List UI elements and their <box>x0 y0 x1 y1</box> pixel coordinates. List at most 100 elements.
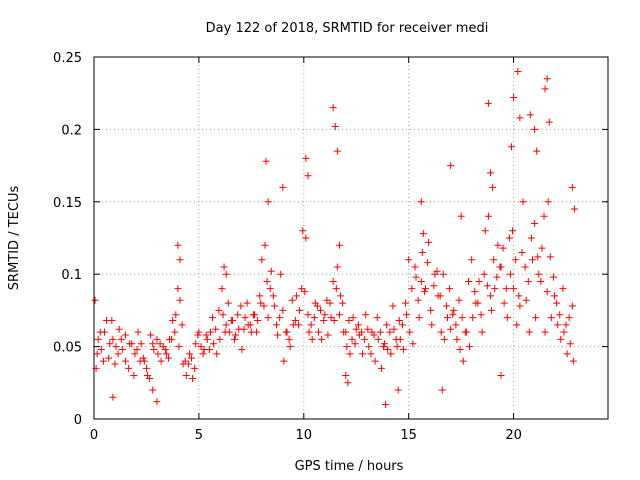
data-point <box>291 317 299 325</box>
data-point <box>169 317 177 325</box>
data-point <box>516 302 524 310</box>
data-point <box>115 325 123 333</box>
data-point <box>310 314 318 322</box>
data-point <box>343 343 351 351</box>
data-point <box>554 321 562 329</box>
data-point <box>213 350 221 358</box>
data-point <box>333 147 341 155</box>
data-point <box>121 357 129 365</box>
data-point <box>227 317 235 325</box>
data-point <box>296 306 304 314</box>
data-point <box>283 328 291 336</box>
data-point <box>301 288 309 296</box>
data-point <box>457 212 465 220</box>
data-point <box>514 67 522 75</box>
y-tick-label: 0.15 <box>53 196 82 211</box>
data-point <box>105 354 113 362</box>
data-point <box>430 282 438 290</box>
data-point <box>394 386 402 394</box>
data-point <box>505 234 513 242</box>
data-point <box>176 256 184 264</box>
data-point <box>317 306 325 314</box>
data-point <box>231 335 239 343</box>
data-point <box>367 350 375 358</box>
data-point <box>174 241 182 249</box>
data-point <box>544 198 552 206</box>
data-point <box>311 299 319 307</box>
data-point <box>507 143 515 151</box>
data-point <box>489 183 497 191</box>
data-point <box>541 328 549 336</box>
data-point <box>346 350 354 358</box>
data-point <box>484 99 492 107</box>
data-point <box>559 285 567 293</box>
data-point <box>264 198 272 206</box>
data-point <box>545 118 553 126</box>
data-point <box>365 343 373 351</box>
x-axis-ticks: 0 5 10 15 20 <box>90 57 522 443</box>
data-point <box>351 340 359 348</box>
data-point <box>108 317 116 325</box>
data-point <box>118 345 126 353</box>
data-point <box>464 277 472 285</box>
data-point <box>94 335 102 343</box>
data-point <box>439 270 447 278</box>
data-point <box>515 292 523 300</box>
data-point <box>304 311 312 319</box>
data-point <box>329 104 337 112</box>
data-point <box>241 314 249 322</box>
data-point <box>298 285 306 293</box>
y-axis-label: SRMTID / TECUs <box>7 186 22 291</box>
data-point <box>414 296 422 304</box>
data-point <box>438 386 446 394</box>
data-point <box>519 198 527 206</box>
data-point <box>499 244 507 252</box>
data-point <box>106 340 114 348</box>
data-point <box>447 325 455 333</box>
data-point <box>405 256 413 264</box>
data-point <box>218 285 226 293</box>
data-point <box>260 302 268 310</box>
data-point <box>402 299 410 307</box>
data-point <box>395 317 403 325</box>
data-point <box>428 321 436 329</box>
y-tick-label: 0 <box>74 413 82 428</box>
data-point <box>264 314 272 322</box>
data-point <box>384 345 392 353</box>
data-point <box>330 317 338 325</box>
data-point <box>161 345 169 353</box>
data-point <box>484 212 492 220</box>
data-point <box>261 241 269 249</box>
data-point <box>524 277 532 285</box>
data-point <box>383 321 391 329</box>
data-point <box>125 364 133 372</box>
data-point <box>396 335 404 343</box>
data-point <box>487 292 495 300</box>
data-point <box>500 299 508 307</box>
data-point <box>412 273 420 281</box>
data-point <box>382 401 390 409</box>
data-point <box>380 343 388 351</box>
data-point <box>566 340 574 348</box>
data-point <box>153 335 161 343</box>
data-point <box>525 328 533 336</box>
data-point <box>527 234 535 242</box>
data-point <box>494 241 502 249</box>
data-point <box>355 331 363 339</box>
data-point <box>97 345 105 353</box>
data-point <box>139 354 147 362</box>
data-point <box>557 335 565 343</box>
data-point <box>568 183 576 191</box>
y-tick-label: 0.25 <box>53 51 82 66</box>
data-point <box>531 125 539 133</box>
data-point <box>532 314 540 322</box>
data-point <box>149 340 157 348</box>
data-point <box>216 335 224 343</box>
data-point <box>299 227 307 235</box>
data-point <box>344 379 352 387</box>
data-point <box>556 311 564 319</box>
data-point <box>368 328 376 336</box>
data-point <box>510 285 518 293</box>
data-point <box>191 364 199 372</box>
data-point <box>487 169 495 177</box>
